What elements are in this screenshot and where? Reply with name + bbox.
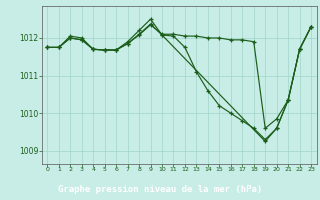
Text: Graphe pression niveau de la mer (hPa): Graphe pression niveau de la mer (hPa): [58, 185, 262, 194]
